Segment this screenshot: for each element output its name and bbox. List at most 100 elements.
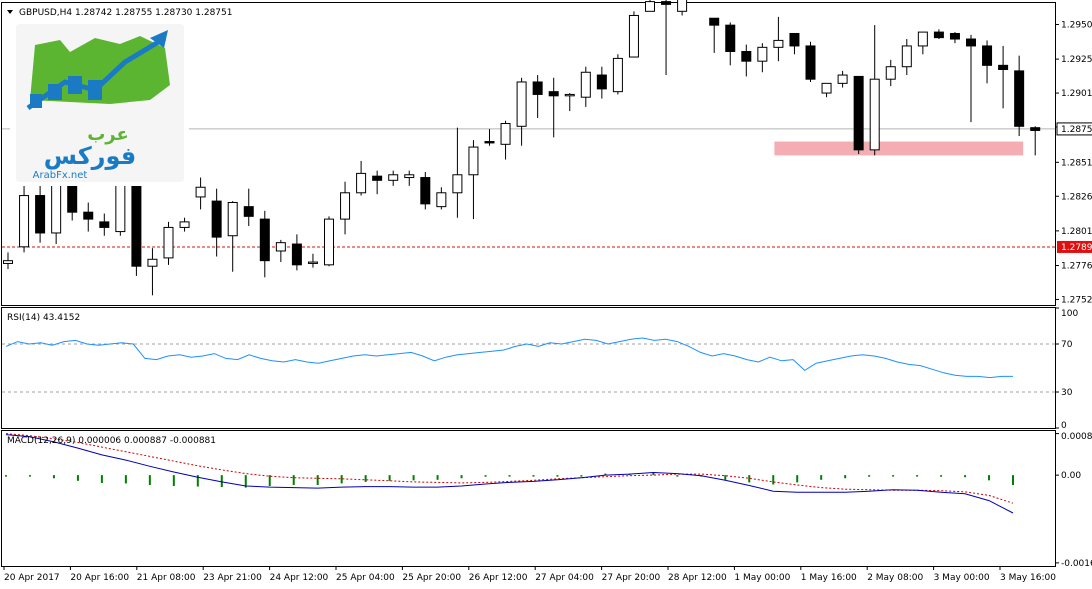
candle-body [243, 206, 254, 217]
candle-body [500, 123, 511, 145]
rsi-label: RSI(14) 43.4152 [7, 313, 80, 323]
arabfx-logo: عرب فوركس ArabFx.net [10, 18, 189, 186]
price-tick-label: 1.29010 [1061, 89, 1092, 99]
time-tick-label: 24 Apr 12:00 [270, 573, 329, 583]
time-tick-label: 1 May 00:00 [734, 573, 790, 583]
candle [404, 170, 415, 186]
candle-body [564, 93, 575, 97]
candle-body [259, 218, 270, 262]
candle-body [661, 1, 672, 5]
candle-body [35, 195, 46, 234]
candle-body [677, 0, 688, 12]
candle [564, 93, 575, 112]
price-tick-label: 1.27765 [1061, 262, 1092, 272]
candle [982, 40, 993, 84]
candle-body [869, 78, 880, 151]
candle [3, 252, 13, 269]
candle-body [1030, 127, 1041, 131]
candle-body [805, 45, 816, 80]
candle [259, 210, 270, 278]
time-tick-label: 23 Apr 21:00 [203, 573, 262, 583]
candle [163, 221, 174, 265]
price-tick-label: 1.29255 [1061, 55, 1092, 65]
candle [885, 59, 896, 87]
candle-body [3, 260, 13, 264]
candle-body [99, 221, 110, 228]
candle-body [356, 172, 367, 194]
symbol-header[interactable]: GBPUSD,H4 1.28742 1.28755 1.28730 1.2875… [7, 8, 232, 18]
candle-body [227, 201, 238, 237]
candle-body [291, 243, 302, 266]
currency-euro-icon [48, 84, 62, 100]
candle-body [275, 242, 286, 252]
candle [19, 178, 30, 253]
current-price-label: 1.28751 [1061, 125, 1092, 135]
candle [420, 172, 431, 210]
candle [1030, 126, 1041, 156]
time-tick-label: 26 Apr 12:00 [469, 573, 528, 583]
candle [532, 75, 543, 118]
candle [468, 140, 479, 220]
time-tick-label: 2 May 08:00 [867, 573, 923, 583]
rsi-tick-label: 70 [1061, 340, 1073, 350]
rsi-pane-frame[interactable] [1, 307, 1056, 429]
time-tick-label: 27 Apr 04:00 [535, 573, 594, 583]
candle [35, 178, 46, 243]
rsi-tick-label: 30 [1061, 388, 1073, 398]
support-zone [774, 141, 1024, 156]
price-tick-label: 1.27520 [1061, 295, 1092, 305]
candle-body [628, 14, 639, 58]
candle-body [773, 39, 784, 48]
rsi-tick-label: 100 [1061, 309, 1078, 319]
time-tick-label: 27 Apr 20:00 [602, 573, 661, 583]
candle [966, 34, 976, 123]
candle [789, 32, 800, 55]
candle [869, 25, 880, 156]
macd-pane-frame[interactable] [1, 430, 1056, 567]
macd-histogram [5, 472, 1014, 488]
price-y-axis: 1.295051.292551.290101.287651.285101.282… [1055, 20, 1092, 305]
price-tick-label: 1.28015 [1061, 227, 1092, 237]
candle-body [1014, 70, 1025, 127]
rsi-tick-label: 0 [1061, 421, 1067, 431]
candle [661, 0, 672, 76]
price-scale-background [1056, 0, 1092, 589]
candle-body [757, 46, 768, 62]
time-tick-label: 20 Apr 2017 [4, 573, 60, 583]
current-price-tag: 1.28751 [1056, 122, 1092, 136]
candle-body [388, 174, 399, 181]
candle-body [998, 64, 1009, 70]
candle-body [67, 182, 78, 213]
price-pane-frame[interactable] [1, 2, 1056, 306]
candle-body [340, 192, 351, 220]
candle [275, 239, 286, 263]
dropdown-triangle-icon[interactable] [7, 10, 13, 14]
candle [436, 187, 447, 210]
candle-body [324, 218, 334, 266]
currency-yen-icon [30, 94, 42, 108]
time-tick-label: 28 Apr 12:00 [668, 573, 727, 583]
candle [388, 170, 399, 186]
candle [548, 77, 559, 138]
candle-body [645, 1, 655, 12]
candle [709, 17, 720, 53]
time-tick-label: 3 May 16:00 [1000, 573, 1056, 583]
candle [99, 213, 110, 236]
candle [725, 22, 736, 66]
candle [677, 0, 688, 16]
candle-body [420, 177, 431, 205]
candle-body [548, 91, 559, 97]
candle [612, 54, 623, 95]
candle-body [147, 258, 158, 267]
candle-body [484, 141, 495, 144]
candle-body [612, 57, 623, 93]
logo-text-line2: فوركس [44, 142, 136, 170]
price-tick-label: 1.29505 [1061, 20, 1092, 30]
candle [821, 82, 832, 98]
candle-body [596, 74, 607, 90]
candle [949, 32, 960, 44]
candle-body [195, 186, 206, 198]
macd-tick-label: -0.00169 [1061, 559, 1092, 569]
time-tick-label: 20 Apr 16:00 [70, 573, 129, 583]
